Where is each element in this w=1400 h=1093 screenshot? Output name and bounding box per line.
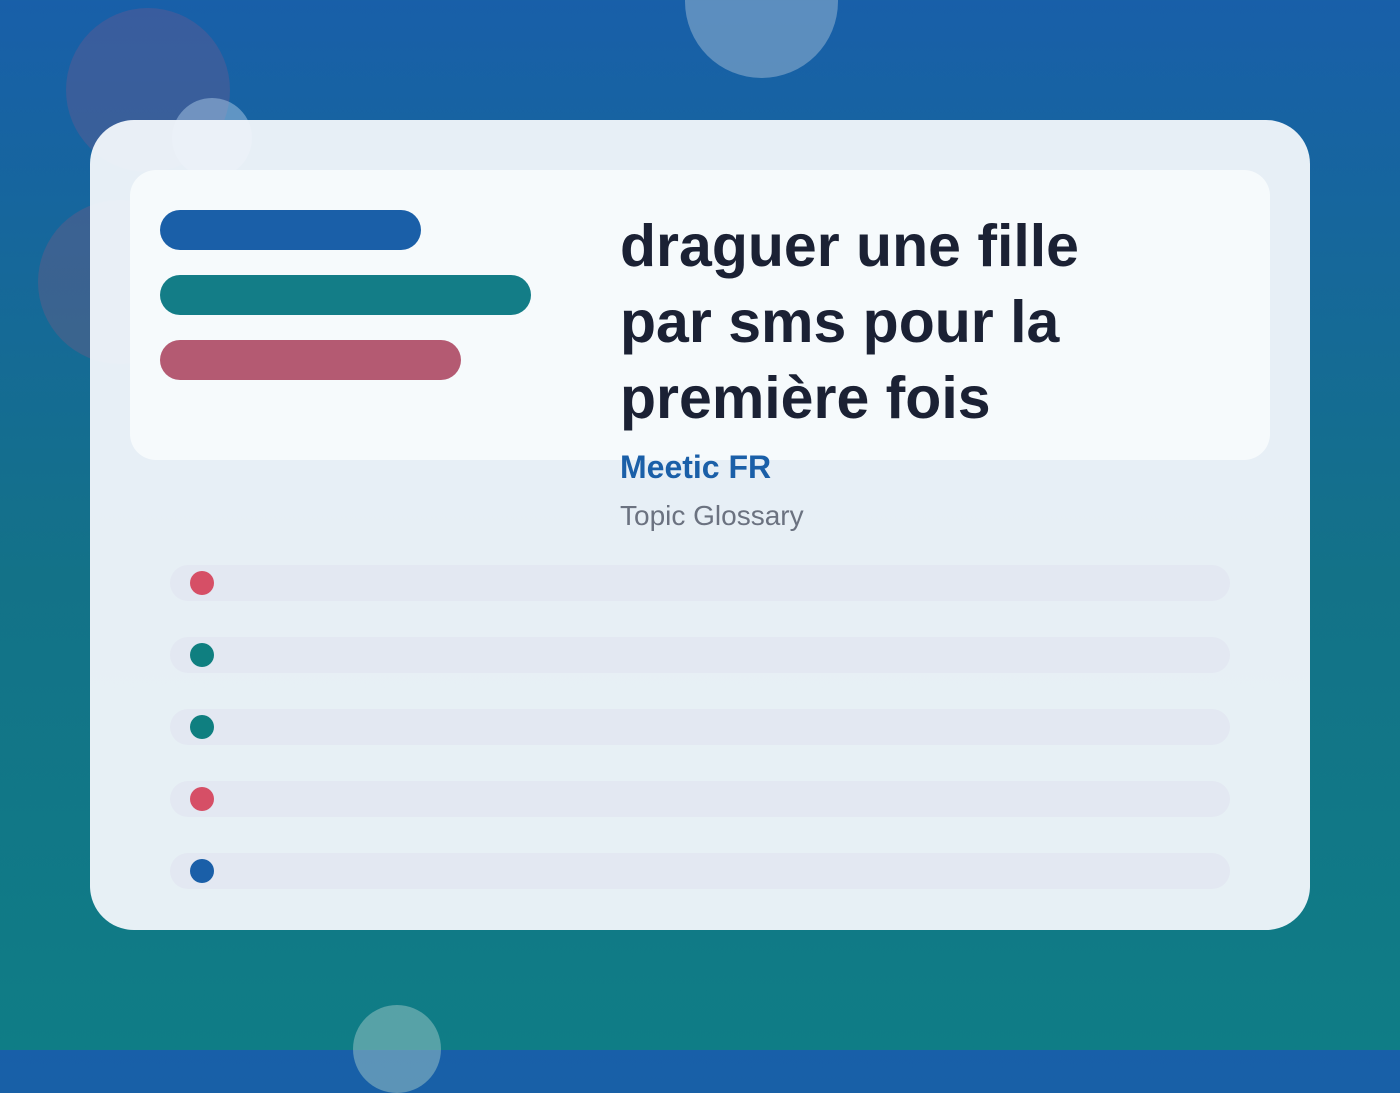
decor-circle xyxy=(685,0,838,78)
decor-circle xyxy=(353,1005,441,1093)
dot xyxy=(190,643,214,667)
dot xyxy=(190,715,214,739)
list-row xyxy=(170,637,1230,673)
dot xyxy=(190,571,214,595)
dot xyxy=(190,859,214,883)
list-row xyxy=(170,565,1230,601)
list-row xyxy=(170,709,1230,745)
list-row xyxy=(170,853,1230,889)
title: draguer une fille par sms pour la premiè… xyxy=(620,213,1079,431)
dot xyxy=(190,787,214,811)
brand: Meetic FR xyxy=(620,449,772,485)
list-row xyxy=(170,781,1230,817)
decor-bar xyxy=(160,340,461,380)
subtitle: Topic Glossary xyxy=(620,500,804,531)
decor-bar xyxy=(160,275,531,315)
decor-bar xyxy=(160,210,421,250)
